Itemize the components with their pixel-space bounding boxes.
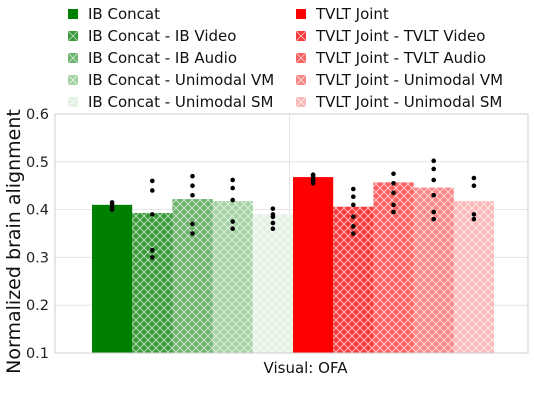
data-point — [150, 255, 155, 260]
data-point — [431, 216, 437, 222]
data-point — [391, 181, 396, 186]
legend-item: IB Concat - IB Video — [68, 26, 236, 46]
data-point — [391, 202, 396, 208]
data-point — [351, 202, 356, 208]
data-point — [431, 158, 437, 164]
legend-item: IB Concat - Unimodal SM — [68, 92, 273, 112]
data-point — [270, 226, 276, 232]
data-point — [190, 192, 195, 198]
data-point — [230, 197, 235, 203]
data-point — [351, 214, 356, 220]
data-point — [270, 206, 276, 211]
data-point — [310, 172, 316, 178]
data-point — [431, 209, 437, 215]
legend-swatch — [296, 75, 306, 85]
legend-item: TVLT Joint — [296, 4, 389, 24]
legend-swatch — [296, 97, 306, 107]
data-point — [471, 175, 477, 181]
data-point — [230, 177, 235, 183]
bar-hatch — [453, 200, 494, 353]
bar — [293, 177, 334, 353]
legend-item: TVLT Joint - TVLT Video — [296, 26, 485, 46]
legend-label: IB Concat - Unimodal SM — [88, 93, 274, 111]
legend-swatch — [68, 53, 78, 63]
data-point — [351, 231, 356, 236]
data-point — [431, 177, 437, 183]
legend-swatch — [296, 53, 306, 63]
bar-hatch — [373, 182, 414, 353]
data-point — [471, 183, 477, 188]
legend-item: IB Concat - IB Audio — [68, 48, 237, 68]
legend-item: IB Concat — [68, 4, 160, 24]
legend-item: TVLT Joint - Unimodal VM — [296, 70, 503, 90]
legend-item: IB Concat - Unimodal VM — [68, 70, 274, 90]
legend-swatch — [296, 9, 306, 19]
legend-label: IB Concat - IB Audio — [88, 49, 238, 67]
legend-label: TVLT Joint - Unimodal SM — [316, 93, 503, 111]
y-tick-label: 0.2 — [26, 298, 49, 314]
data-point — [391, 209, 396, 215]
bar-hatch — [413, 187, 454, 353]
legend-label: IB Concat - IB Video — [88, 27, 237, 45]
data-point — [150, 188, 155, 193]
bar-hatch — [132, 212, 173, 353]
bar-hatch — [212, 200, 253, 353]
data-point — [351, 224, 356, 229]
legend-swatch — [296, 31, 306, 41]
y-tick-label: 0.6 — [26, 107, 49, 123]
legend-swatch — [68, 75, 78, 85]
data-point — [351, 186, 356, 192]
data-point — [351, 194, 356, 199]
legend: IB Concat IB Concat - IB Video IB Concat -… — [0, 4, 534, 116]
data-point — [190, 173, 195, 179]
data-point — [431, 192, 437, 198]
y-tick-label: 0.1 — [26, 346, 49, 362]
data-point — [230, 226, 235, 232]
legend-item: TVLT Joint - TVLT Audio — [296, 48, 486, 68]
bar-hatch — [252, 214, 293, 353]
x-axis-label: Visual: OFA — [264, 359, 349, 377]
bar — [92, 204, 133, 353]
legend-label: IB Concat — [88, 5, 160, 23]
plot-frame — [54, 113, 529, 354]
legend-label: TVLT Joint - TVLT Audio — [316, 49, 487, 67]
data-point — [270, 212, 276, 217]
y-tick-label: 0.3 — [26, 250, 49, 266]
y-tick-label: 0.4 — [26, 203, 49, 219]
data-point — [190, 183, 195, 188]
data-point — [150, 212, 155, 217]
y-tick-label: 0.5 — [26, 155, 49, 171]
legend-swatch — [68, 31, 78, 41]
data-point — [471, 212, 477, 217]
legend-swatch — [68, 97, 78, 107]
data-point — [150, 178, 155, 184]
legend-swatch — [68, 9, 78, 19]
data-point — [471, 216, 477, 222]
data-point — [150, 247, 155, 253]
y-axis-label: Normalized brain alignment — [3, 109, 25, 374]
legend-label: TVLT Joint - Unimodal VM — [316, 71, 504, 89]
bar-hatch — [333, 206, 374, 353]
data-point — [190, 221, 195, 227]
data-point — [391, 171, 396, 177]
data-point — [391, 190, 396, 196]
data-point — [431, 166, 437, 172]
data-point — [230, 219, 235, 224]
data-point — [270, 220, 276, 226]
legend-item: TVLT Joint - Unimodal SM — [296, 92, 502, 112]
data-point — [109, 200, 115, 205]
plot-area: 0.1 0.2 0.3 0.4 0.5 0.6 Visual: OFA Normalized … — [3, 107, 529, 377]
data-point — [230, 185, 235, 191]
legend-label: IB Concat - Unimodal VM — [88, 71, 275, 89]
legend-label: TVLT Joint - TVLT Video — [316, 27, 486, 45]
legend-label: TVLT Joint — [316, 5, 389, 23]
data-point — [190, 231, 195, 236]
